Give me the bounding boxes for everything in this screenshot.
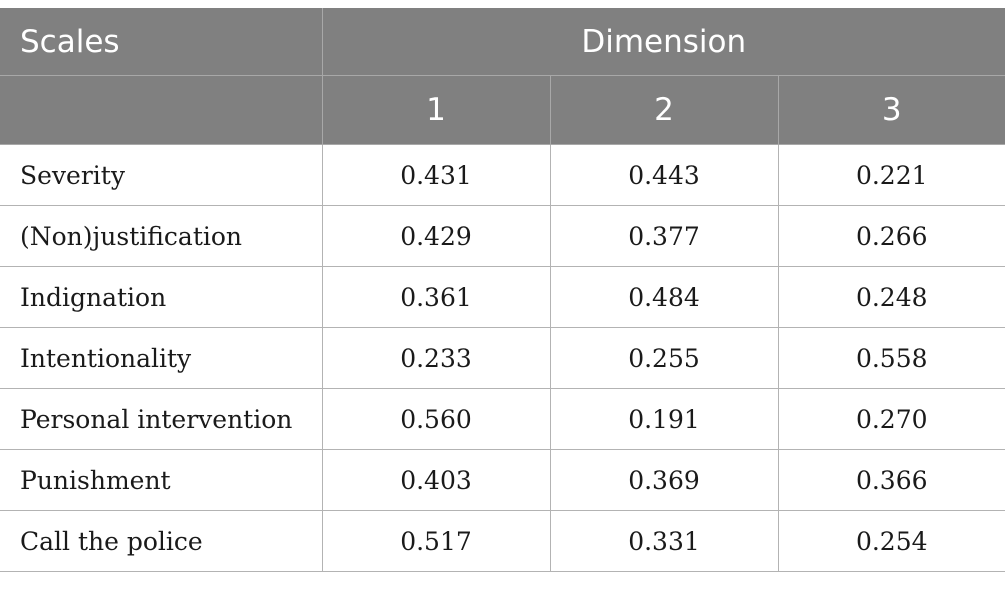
cell-value: 0.361 <box>321 266 551 328</box>
table-row: Severity 0.431 0.443 0.221 <box>0 144 1005 206</box>
header-dimension-2: 2 <box>549 75 779 145</box>
row-label: Personal intervention <box>0 388 323 450</box>
table-row: Punishment 0.403 0.369 0.366 <box>0 449 1005 511</box>
table-row: Personal intervention 0.560 0.191 0.270 <box>0 388 1005 450</box>
cell-value: 0.560 <box>321 388 551 450</box>
row-label: Severity <box>0 144 323 206</box>
cell-value: 0.248 <box>777 266 1005 328</box>
row-label: Indignation <box>0 266 323 328</box>
table-body: Severity 0.431 0.443 0.221 (Non)justific… <box>0 144 1005 572</box>
cell-value: 0.377 <box>549 205 779 267</box>
header-row-2: 1 2 3 <box>0 75 1005 145</box>
cell-value: 0.366 <box>777 449 1005 511</box>
cell-value: 0.403 <box>321 449 551 511</box>
cell-value: 0.369 <box>549 449 779 511</box>
row-label: (Non)justification <box>0 205 323 267</box>
table-row: (Non)justification 0.429 0.377 0.266 <box>0 205 1005 267</box>
row-label: Call the police <box>0 510 323 572</box>
cell-value: 0.331 <box>549 510 779 572</box>
header-blank <box>0 75 323 145</box>
header-scales: Scales <box>0 8 323 76</box>
cell-value: 0.191 <box>549 388 779 450</box>
table-row: Intentionality 0.233 0.255 0.558 <box>0 327 1005 389</box>
header-dimension: Dimension <box>321 8 1005 76</box>
row-label: Punishment <box>0 449 323 511</box>
cell-value: 0.431 <box>321 144 551 206</box>
cell-value: 0.255 <box>549 327 779 389</box>
cell-value: 0.558 <box>777 327 1005 389</box>
cell-value: 0.429 <box>321 205 551 267</box>
header-dimension-3: 3 <box>777 75 1005 145</box>
header-row-1: Scales Dimension <box>0 8 1005 76</box>
table-row: Call the police 0.517 0.331 0.254 <box>0 510 1005 572</box>
cell-value: 0.233 <box>321 327 551 389</box>
cell-value: 0.266 <box>777 205 1005 267</box>
cell-value: 0.270 <box>777 388 1005 450</box>
cell-value: 0.221 <box>777 144 1005 206</box>
header-dimension-1: 1 <box>321 75 551 145</box>
dimension-table: Scales Dimension 1 2 3 Severity 0.431 0.… <box>0 8 1005 572</box>
table-header: Scales Dimension 1 2 3 <box>0 8 1005 145</box>
row-label: Intentionality <box>0 327 323 389</box>
cell-value: 0.517 <box>321 510 551 572</box>
cell-value: 0.484 <box>549 266 779 328</box>
cell-value: 0.443 <box>549 144 779 206</box>
table-row: Indignation 0.361 0.484 0.248 <box>0 266 1005 328</box>
cell-value: 0.254 <box>777 510 1005 572</box>
